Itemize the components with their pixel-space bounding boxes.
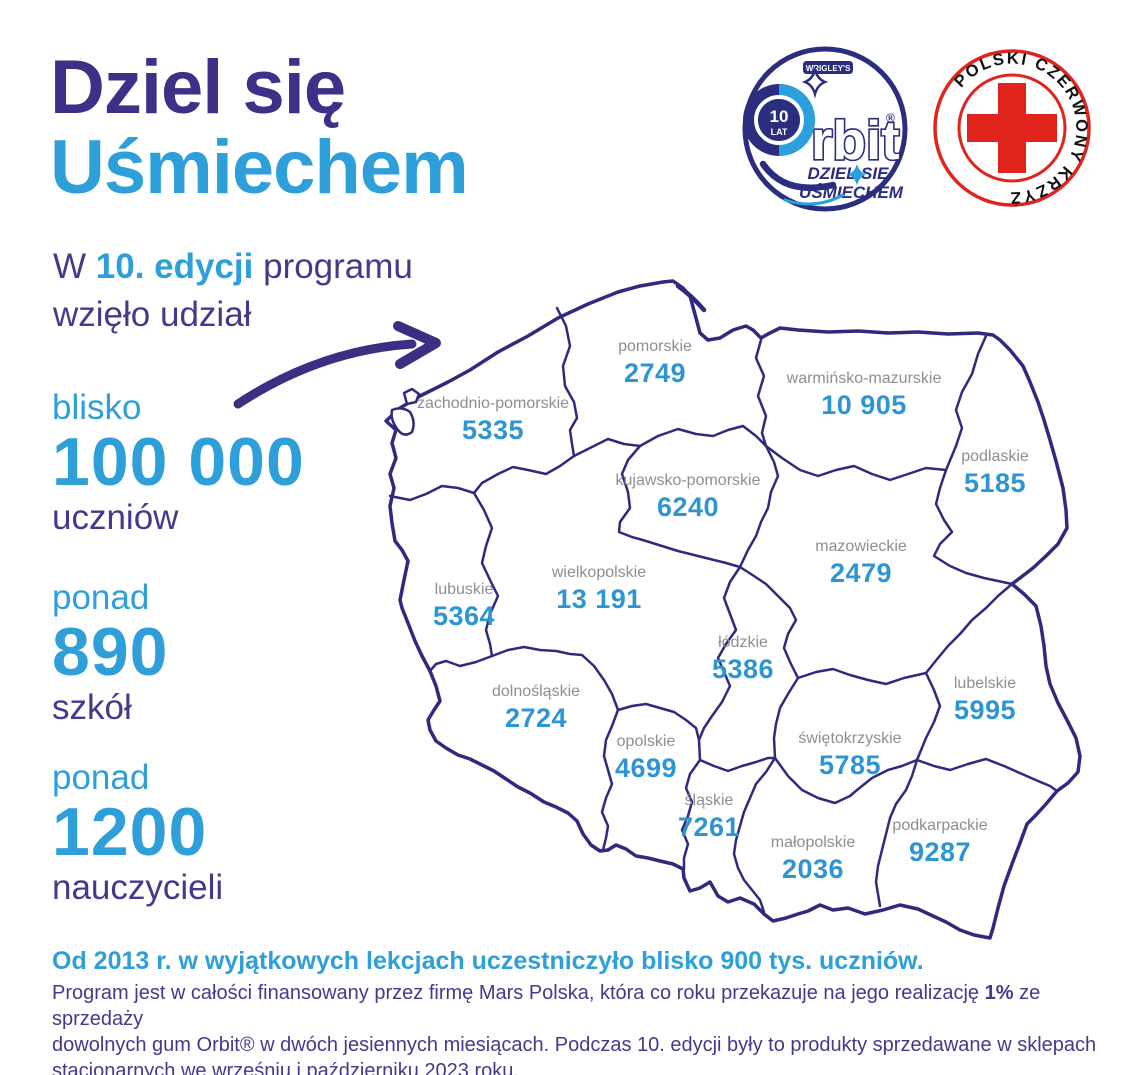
region-value: 2749 bbox=[623, 358, 687, 388]
coast-islet bbox=[402, 387, 421, 406]
footer-line1-after: ze sprzedaży bbox=[52, 982, 1041, 1030]
sparkle-blue-icon bbox=[848, 164, 866, 185]
subtitle-part1: W bbox=[53, 247, 96, 286]
region-swietokrzyskie: świętokrzyskie 5785 bbox=[798, 730, 901, 779]
region-name: śląskie bbox=[684, 792, 734, 809]
region-value: 5364 bbox=[432, 601, 496, 631]
subtitle-part2: programu bbox=[253, 247, 413, 286]
footer: Od 2013 r. w wyjątkowych lekcjach uczest… bbox=[52, 946, 1102, 1075]
region-wielkopolskie: wielkopolskie 13 191 bbox=[552, 564, 646, 613]
stat-label: nauczycieli bbox=[52, 868, 224, 907]
region-name: podkarpackie bbox=[892, 817, 988, 834]
region-pomorskie: pomorskie 2749 bbox=[618, 338, 692, 387]
region-name: pomorskie bbox=[618, 338, 692, 355]
poland-map bbox=[384, 279, 1082, 940]
region-value: 13 191 bbox=[556, 584, 642, 614]
title-line2: Uśmiechem bbox=[50, 125, 469, 210]
voivodeship-borders bbox=[388, 306, 1059, 914]
region-dolnoslaskie: dolnośląskie 2724 bbox=[492, 683, 580, 732]
subtitle-line2: wzięło udział bbox=[53, 295, 252, 334]
region-opolskie: opolskie 4699 bbox=[615, 733, 677, 782]
region-value: 5785 bbox=[818, 750, 882, 780]
stat-qualifier: ponad bbox=[52, 758, 150, 797]
region-value: 9287 bbox=[908, 837, 972, 867]
footer-body: Program jest w całości finansowany przez… bbox=[52, 980, 1102, 1075]
region-zachodnio-pomorskie: zachodnio-pomorskie 5335 bbox=[417, 395, 569, 444]
region-name: mazowieckie bbox=[815, 538, 907, 555]
badge-lat: LAT bbox=[771, 127, 788, 137]
region-warminsko-mazurskie: warmińsko-mazurskie 10 905 bbox=[787, 370, 942, 419]
region-name: kujawsko-pomorskie bbox=[615, 472, 761, 489]
red-cross-logo: POLSKI CZERWONY KRZYŻ bbox=[933, 49, 1091, 207]
region-value: 5185 bbox=[963, 468, 1027, 498]
title-line1: Dziel się bbox=[50, 45, 346, 130]
wrigleys-text: WRIGLEY'S bbox=[806, 64, 851, 73]
region-name: lubuskie bbox=[434, 581, 494, 598]
stat-label: uczniów bbox=[52, 498, 179, 537]
region-kujawsko-pomorskie: kujawsko-pomorskie 6240 bbox=[616, 472, 761, 521]
region-value: 2724 bbox=[504, 703, 568, 733]
smile-icon bbox=[759, 160, 866, 206]
region-value: 2036 bbox=[781, 854, 845, 884]
region-name: łódzkie bbox=[718, 634, 768, 651]
region-value: 5335 bbox=[461, 415, 525, 445]
region-value: 7261 bbox=[677, 812, 741, 842]
orbit-10lat-badge: 10 LAT bbox=[743, 84, 815, 156]
stat-qualifier: blisko bbox=[52, 388, 142, 427]
stat-schools: ponad 890 szkół bbox=[52, 580, 168, 728]
region-name: dolnośląskie bbox=[491, 683, 581, 700]
footer-line1-before: Program jest w całości finansowany przez… bbox=[52, 982, 985, 1004]
stat-teachers: ponad 1200 nauczycieli bbox=[52, 760, 223, 908]
region-value: 10 905 bbox=[821, 390, 907, 420]
region-name: podlaskie bbox=[961, 448, 1029, 465]
badge-10: 10 bbox=[770, 107, 789, 126]
arrow-icon bbox=[233, 321, 441, 409]
stat-value: 100 000 bbox=[52, 424, 305, 500]
stat-label: szkół bbox=[52, 688, 132, 727]
orbit-tagline-1: DZIEL SIĘ bbox=[808, 164, 890, 183]
region-lodzkie: łódzkie 5386 bbox=[712, 634, 774, 683]
subtitle-edition-highlight: 10. edycji bbox=[95, 247, 254, 286]
region-slaskie: śląskie 7261 bbox=[678, 792, 740, 841]
region-value: 5995 bbox=[953, 695, 1017, 725]
subtitle: W 10. edycji programu wzięło udział bbox=[53, 243, 413, 339]
coast-islet bbox=[390, 407, 415, 436]
region-value: 2479 bbox=[829, 558, 893, 588]
region-lubuskie: lubuskie 5364 bbox=[433, 581, 495, 630]
footer-line3: stacjonarnych we wrześniu i październiku… bbox=[52, 1060, 519, 1075]
region-name: wielkopolskie bbox=[551, 564, 647, 581]
registered-mark: ® bbox=[886, 111, 895, 125]
orbit-logo: WRIGLEY'S rbit ® 10 LAT DZIEL SIĘ UŚMIEC… bbox=[742, 46, 908, 212]
red-cross-icon bbox=[967, 83, 1057, 173]
footer-headline: Od 2013 r. w wyjątkowych lekcjach uczest… bbox=[52, 947, 924, 975]
stat-qualifier: ponad bbox=[52, 578, 150, 617]
sparkle-icon bbox=[801, 65, 829, 99]
footer-line2: dowolnych gum Orbit® w dwóch jesiennych … bbox=[52, 1034, 1097, 1056]
region-name: świętokrzyskie bbox=[798, 730, 902, 747]
footer-line1-bold: 1% bbox=[984, 982, 1014, 1004]
region-name: małopolskie bbox=[770, 834, 856, 851]
poland-outline bbox=[384, 279, 1082, 940]
orbit-wordmark: rbit bbox=[811, 109, 900, 171]
stat-students: blisko 100 000 uczniów bbox=[52, 390, 305, 538]
region-malopolskie: małopolskie 2036 bbox=[771, 834, 855, 883]
region-name: lubelskie bbox=[953, 675, 1017, 692]
region-lubelskie: lubelskie 5995 bbox=[954, 675, 1016, 724]
region-value: 5386 bbox=[711, 654, 775, 684]
region-name: warmińsko-mazurskie bbox=[786, 370, 942, 387]
region-value: 4699 bbox=[614, 753, 678, 783]
region-value: 6240 bbox=[656, 492, 720, 522]
region-mazowieckie: mazowieckie 2479 bbox=[815, 538, 907, 587]
stat-value: 1200 bbox=[52, 794, 208, 870]
page-title: Dziel się Uśmiechem bbox=[50, 45, 469, 210]
hel-spit bbox=[675, 283, 707, 313]
region-podlaskie: podlaskie 5185 bbox=[961, 448, 1029, 497]
region-podkarpackie: podkarpackie 9287 bbox=[892, 817, 987, 866]
region-name: zachodnio-pomorskie bbox=[416, 395, 570, 412]
region-name: opolskie bbox=[616, 733, 676, 750]
stat-value: 890 bbox=[52, 614, 169, 690]
